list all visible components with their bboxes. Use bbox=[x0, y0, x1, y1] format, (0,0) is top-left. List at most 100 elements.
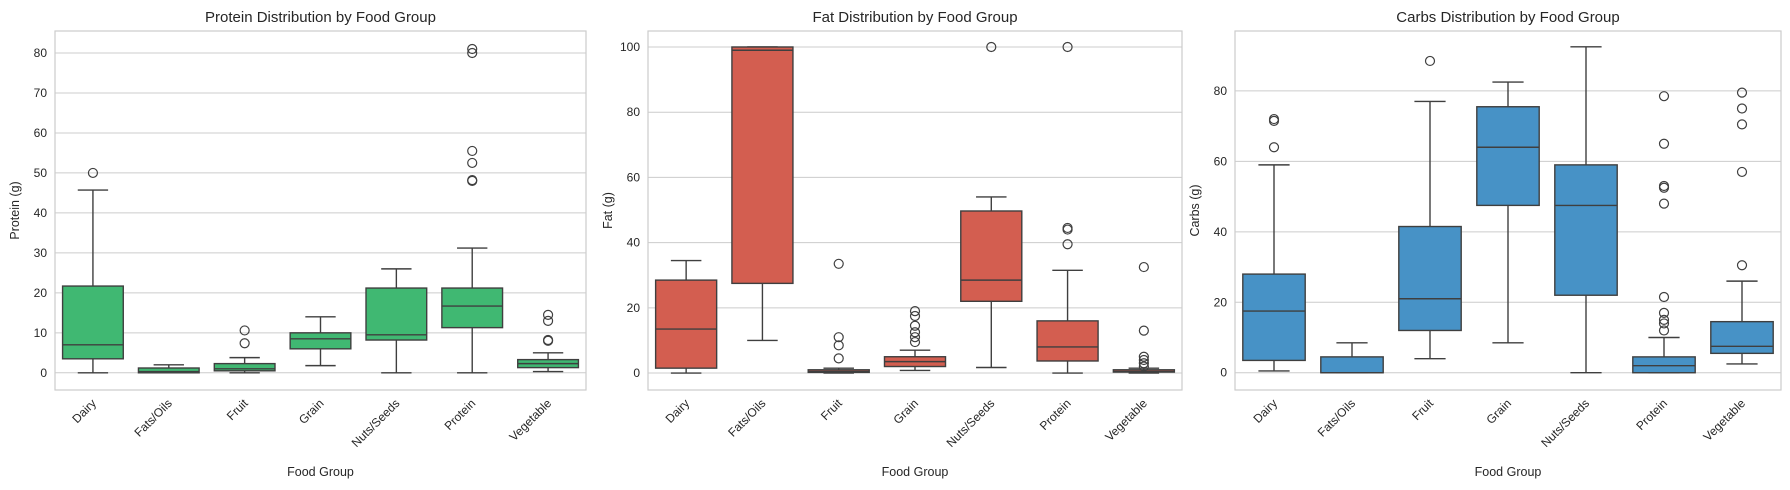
iqr-box bbox=[61, 285, 124, 360]
outlier-point bbox=[986, 41, 997, 53]
y-tick-label: 20 bbox=[1214, 295, 1228, 309]
outlier-point bbox=[1736, 103, 1748, 114]
outlier-point bbox=[1062, 41, 1073, 53]
x-tick-label: Grain bbox=[1483, 396, 1514, 427]
box-grain bbox=[289, 316, 352, 367]
outlier-point bbox=[833, 258, 844, 269]
y-tick-label: 10 bbox=[34, 326, 48, 340]
x-tick-label: Fruit bbox=[818, 396, 845, 423]
outlier-point bbox=[467, 47, 478, 59]
y-tick-label: 70 bbox=[34, 86, 48, 100]
outlier-point bbox=[467, 175, 478, 186]
iqr-box bbox=[654, 279, 718, 369]
box-grain bbox=[1476, 81, 1540, 344]
outlier-point bbox=[909, 305, 921, 317]
y-tick-label: 0 bbox=[40, 366, 47, 380]
iqr-box bbox=[1320, 356, 1384, 374]
box-protein bbox=[441, 43, 504, 374]
y-tick-label: 60 bbox=[627, 170, 641, 184]
box-vegetable bbox=[1112, 261, 1176, 374]
outlier-point bbox=[1736, 87, 1748, 98]
x-tick-label: Protein bbox=[1633, 396, 1670, 433]
y-tick-label: 30 bbox=[34, 246, 48, 260]
box-protein bbox=[1036, 41, 1099, 374]
outlier-point bbox=[1138, 261, 1149, 273]
box-dairy bbox=[654, 259, 718, 374]
x-axis-label: Food Group bbox=[1475, 465, 1542, 479]
x-tick-label: Vegetable bbox=[1700, 396, 1748, 444]
iqr-box bbox=[289, 332, 352, 350]
box-fats-oils bbox=[1320, 342, 1384, 374]
y-tick-label: 20 bbox=[34, 286, 48, 300]
y-tick-label: 80 bbox=[34, 46, 48, 60]
outlier-point bbox=[909, 332, 921, 343]
outlier-point bbox=[909, 327, 921, 338]
x-tick-label: Nuts/Seeds bbox=[349, 396, 403, 450]
y-axis-label: Protein (g) bbox=[8, 181, 22, 239]
iqr-box bbox=[1036, 320, 1099, 362]
y-tick-label: 0 bbox=[633, 366, 640, 380]
x-tick-label: Vegetable bbox=[1102, 396, 1150, 444]
outlier-point bbox=[542, 309, 554, 320]
x-axis-label: Food Group bbox=[287, 465, 354, 479]
box-fats-oils bbox=[731, 46, 794, 342]
x-tick-label: Vegetable bbox=[507, 396, 555, 444]
outlier-point bbox=[1138, 361, 1149, 372]
box-fats-oils bbox=[137, 364, 200, 374]
x-tick-label: Fats/Oils bbox=[1315, 396, 1358, 439]
y-tick-label: 0 bbox=[1220, 366, 1227, 380]
outlier-point bbox=[542, 315, 554, 326]
chart-panel-1: 0 20 40 60 80 100 Dairy Fats/Oils Fruit Grain Nuts… bbox=[601, 9, 1183, 479]
outlier-point bbox=[1736, 260, 1748, 271]
outlier-point bbox=[1736, 119, 1748, 130]
box-vegetable bbox=[1710, 87, 1774, 365]
iqr-box bbox=[1242, 273, 1306, 362]
outlier-point bbox=[909, 320, 921, 331]
y-tick-label: 60 bbox=[34, 126, 48, 140]
y-axis-label: Carbs (g) bbox=[1188, 184, 1202, 236]
box-nuts-seeds bbox=[365, 268, 428, 374]
outlier-point bbox=[1658, 318, 1670, 329]
x-tick-label: Nuts/Seeds bbox=[1538, 396, 1592, 450]
outlier-point bbox=[1658, 180, 1670, 192]
x-tick-label: Fruit bbox=[1409, 396, 1436, 423]
outlier-point bbox=[467, 157, 478, 169]
outlier-point bbox=[909, 336, 921, 348]
iqr-box bbox=[731, 46, 794, 285]
y-tick-label: 100 bbox=[620, 40, 640, 54]
x-tick-label: Dairy bbox=[69, 396, 99, 426]
outlier-point bbox=[1138, 351, 1149, 362]
box-fruit bbox=[1398, 55, 1462, 360]
outlier-point bbox=[1062, 222, 1073, 234]
box-dairy bbox=[61, 167, 124, 374]
outlier-point bbox=[1658, 307, 1670, 318]
x-tick-label: Fruit bbox=[224, 396, 251, 423]
outlier-point bbox=[467, 43, 478, 55]
iqr-box bbox=[1632, 356, 1696, 374]
box-grain bbox=[883, 305, 947, 372]
y-tick-label: 80 bbox=[627, 105, 641, 119]
iqr-box bbox=[441, 287, 504, 329]
x-axis-label: Food Group bbox=[882, 465, 949, 479]
iqr-box bbox=[1710, 320, 1774, 355]
chart-panel-0: 0 10 20 30 40 50 60 70 80 Dairy Fats/Oils Fruit Grai… bbox=[8, 9, 587, 479]
outlier-point bbox=[1658, 198, 1670, 209]
outlier-point bbox=[909, 310, 921, 322]
outlier-point bbox=[1268, 142, 1280, 153]
outlier-point bbox=[1736, 166, 1748, 178]
chart-title: Protein Distribution by Food Group bbox=[205, 9, 436, 26]
plot-frame bbox=[647, 30, 1183, 391]
y-tick-label: 40 bbox=[1214, 225, 1228, 239]
outlier-point bbox=[1138, 325, 1149, 336]
x-tick-label: Dairy bbox=[663, 396, 693, 426]
outlier-point bbox=[1138, 358, 1149, 369]
y-tick-label: 80 bbox=[1214, 84, 1228, 98]
box-fruit bbox=[807, 258, 870, 374]
outlier-point bbox=[1062, 239, 1073, 250]
box-fruit bbox=[213, 325, 276, 374]
box-nuts-seeds bbox=[1554, 46, 1618, 374]
plot-frame bbox=[1234, 30, 1782, 391]
outlier-point bbox=[1268, 113, 1280, 125]
box-dairy bbox=[1242, 113, 1306, 372]
